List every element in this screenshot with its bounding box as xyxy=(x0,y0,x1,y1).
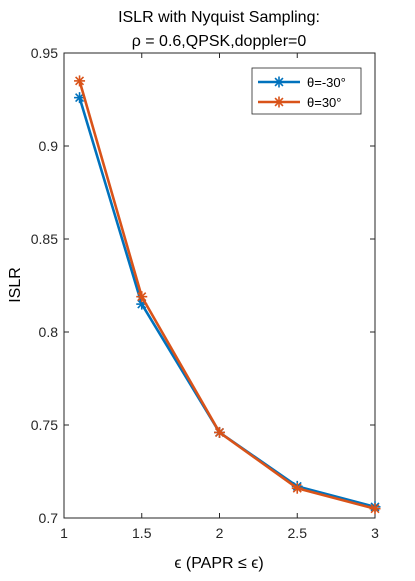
x-tick-label: 2 xyxy=(216,525,224,541)
legend-marker-0 xyxy=(273,76,285,88)
x-tick-label: 1 xyxy=(60,525,68,541)
y-axis-label: ISLR xyxy=(7,267,24,303)
data-point-series-0 xyxy=(74,92,86,104)
y-tick-label: 0.7 xyxy=(39,510,59,526)
x-tick-label: 1.5 xyxy=(132,525,152,541)
x-tick-label: 2.5 xyxy=(288,525,308,541)
y-tick-label: 0.8 xyxy=(39,324,59,340)
y-tick-label: 0.75 xyxy=(31,417,58,433)
series-lines xyxy=(74,75,381,515)
x-axis-label: ϵ (PAPR ≤ ϵ) xyxy=(174,555,263,572)
axis-ticks: 1 1.5 2 2.5 3 0.7 0.75 0.8 0.85 0.9 0.95 xyxy=(31,45,379,541)
legend-label-1: θ=30° xyxy=(307,95,341,110)
y-tick-label: 0.85 xyxy=(31,231,58,247)
data-point-series-1 xyxy=(369,503,381,515)
data-point-series-1 xyxy=(291,482,303,494)
legend-box xyxy=(251,67,362,115)
x-tick-label: 3 xyxy=(371,525,379,541)
legend-marker-1 xyxy=(273,96,285,108)
chart-subtitle: ρ = 0.6,QPSK,doppler=0 xyxy=(132,33,307,50)
plot-frame xyxy=(63,52,376,519)
y-tick-label: 0.9 xyxy=(39,138,59,154)
plot-area xyxy=(63,52,376,519)
data-point-series-1 xyxy=(214,426,225,438)
chart-legend: θ=-30° θ=30° xyxy=(251,67,362,115)
chart-title: ISLR with Nyquist Sampling: xyxy=(118,9,320,26)
data-point-series-1 xyxy=(74,75,86,87)
y-tick-label: 0.95 xyxy=(31,45,58,61)
legend-label-0: θ=-30° xyxy=(307,75,346,90)
data-point-series-1 xyxy=(136,291,148,303)
